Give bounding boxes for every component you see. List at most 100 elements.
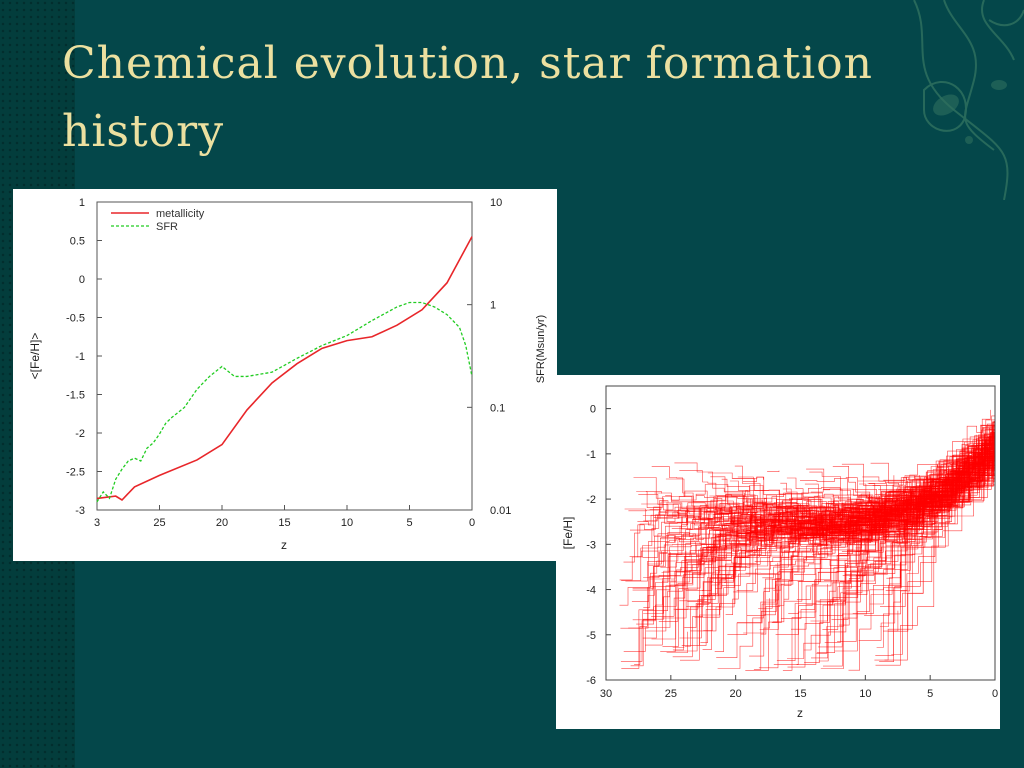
chart1-y2label: SFR(Msun/yr) [535,315,547,383]
chart2-track [674,557,710,652]
chart2-track [685,536,759,647]
chart2-ytick-label: -4 [586,585,596,597]
chart1-series-sfr [96,301,473,503]
chart2-track [841,514,900,552]
chart1-metallicity-sfr: 3 25 20 15 10 5 0 1 0.5 0 -0.5 -1 -1.5 -2 -2.5 -3 10 1 0.1… [28,197,547,552]
chart1-xtick-label: 10 [341,517,353,529]
chart2-track [721,478,758,507]
chart2-xtick-label: 10 [859,688,871,700]
chart1-xlabel: z [281,538,287,552]
chart2-track [796,586,811,600]
chart1-series-metallicity [96,236,473,502]
chart1-ytick-label: -3 [75,505,85,517]
chart2-track [628,508,701,629]
chart2-track [650,504,891,587]
chart1-ytick-label: -2 [75,428,85,440]
chart2-track [767,470,780,472]
chart1-ylabel: <[Fe/H]> [28,333,42,380]
chart2-track [758,542,799,669]
chart2-track [628,505,862,538]
chart2-track [839,426,996,582]
chart1-y2tick-label: 10 [490,197,502,209]
legend-sfr-label: SFR [156,221,178,233]
chart2-track [787,582,840,659]
chart2-ytick-label: -6 [586,675,596,687]
chart2-track [786,444,996,520]
chart2-track [816,422,996,654]
chart2-track [745,593,778,671]
chart2-track [643,510,710,527]
chart2-xtick-label: 30 [600,688,612,700]
chart2-feh-tracks: 30 25 20 15 10 5 0 0 -1 -2 -3 -4 -5 -6 z [Fe/H] [561,385,998,720]
chart2-track [714,543,766,652]
chart2-track [832,466,920,503]
floral-ornament-icon [913,0,1024,200]
chart1-panel: 3 25 20 15 10 5 0 1 0.5 0 -0.5 -1 -1.5 -2 -2.5 -3 10 1 0.1… [13,189,557,561]
chart2-track [725,536,849,615]
chart2-ytick-label: -5 [586,630,596,642]
chart1-y2tick-label: 0.1 [490,402,505,414]
chart2-xtick-label: 15 [794,688,806,700]
chart2-track [782,419,996,671]
chart2-ytick-label: -2 [586,494,596,506]
chart2-track [876,452,985,648]
chart1-xtick-label: 0 [469,517,475,529]
chart2-ytick-label: -1 [586,449,596,461]
chart2-track [661,509,821,573]
chart2-track [637,494,813,537]
chart2-track [882,437,996,535]
chart2-track [747,527,797,616]
chart2-ytick-label: 0 [590,404,596,416]
chart2-track [805,430,996,542]
chart2-track [648,541,696,566]
chart2-track [759,586,779,630]
chart1-xtick-label: 5 [406,517,412,529]
chart2-ylabel: [Fe/H] [561,517,575,550]
chart2-track [671,438,996,536]
chart2-track [733,521,807,593]
chart1-ytick-label: -0.5 [66,313,85,325]
chart1-ytick-label: 1 [79,197,85,209]
chart2-track [643,444,996,578]
chart2-track [666,535,676,543]
legend-metallicity-label: metallicity [156,208,205,220]
chart2-xtick-label: 5 [927,688,933,700]
chart2-track [658,513,733,622]
chart1-y2tick-label: 1 [490,300,496,312]
chart2-track [673,532,776,610]
chart1-xtick-label: 3 [94,517,100,529]
chart2-track [636,491,679,519]
chart2-track [884,429,996,661]
chart2-xtick-label: 0 [992,688,998,700]
chart2-track [666,631,688,653]
chart1-ytick-label: -1 [75,351,85,363]
chart2-track [743,476,764,482]
page-title: Chemical evolution, star formation histo… [62,38,873,157]
chart2-track [879,426,991,543]
chart1-ytick-label: 0.5 [70,236,85,248]
chart2-track [734,465,839,514]
chart2-track [885,445,996,591]
chart1-plot-frame [96,201,473,511]
chart1-xtick-label: 20 [216,517,228,529]
chart1-ytick-label: 0 [79,274,85,286]
chart2-ytick-label: -3 [586,539,596,551]
chart2-track [647,533,704,565]
chart2-track [643,514,758,614]
chart2-xlabel: z [797,706,803,720]
chart2-track [645,491,662,494]
chart2-xtick-label: 20 [730,688,742,700]
chart2-track [634,587,648,665]
chart2-track [818,521,887,648]
chart2-track [662,510,805,647]
chart2-xtick-label: 25 [665,688,677,700]
chart2-track [651,466,744,502]
chart1-y2tick-label: 0.01 [490,505,511,517]
chart2-track [716,434,996,596]
chart2-track [705,470,945,520]
chart2-track [810,432,996,506]
chart2-panel: 30 25 20 15 10 5 0 0 -1 -2 -3 -4 -5 -6 z [Fe/H] [556,375,1000,729]
chart2-track [803,436,996,564]
chart1-xtick-label: 25 [153,517,165,529]
chart2-track [743,544,823,634]
